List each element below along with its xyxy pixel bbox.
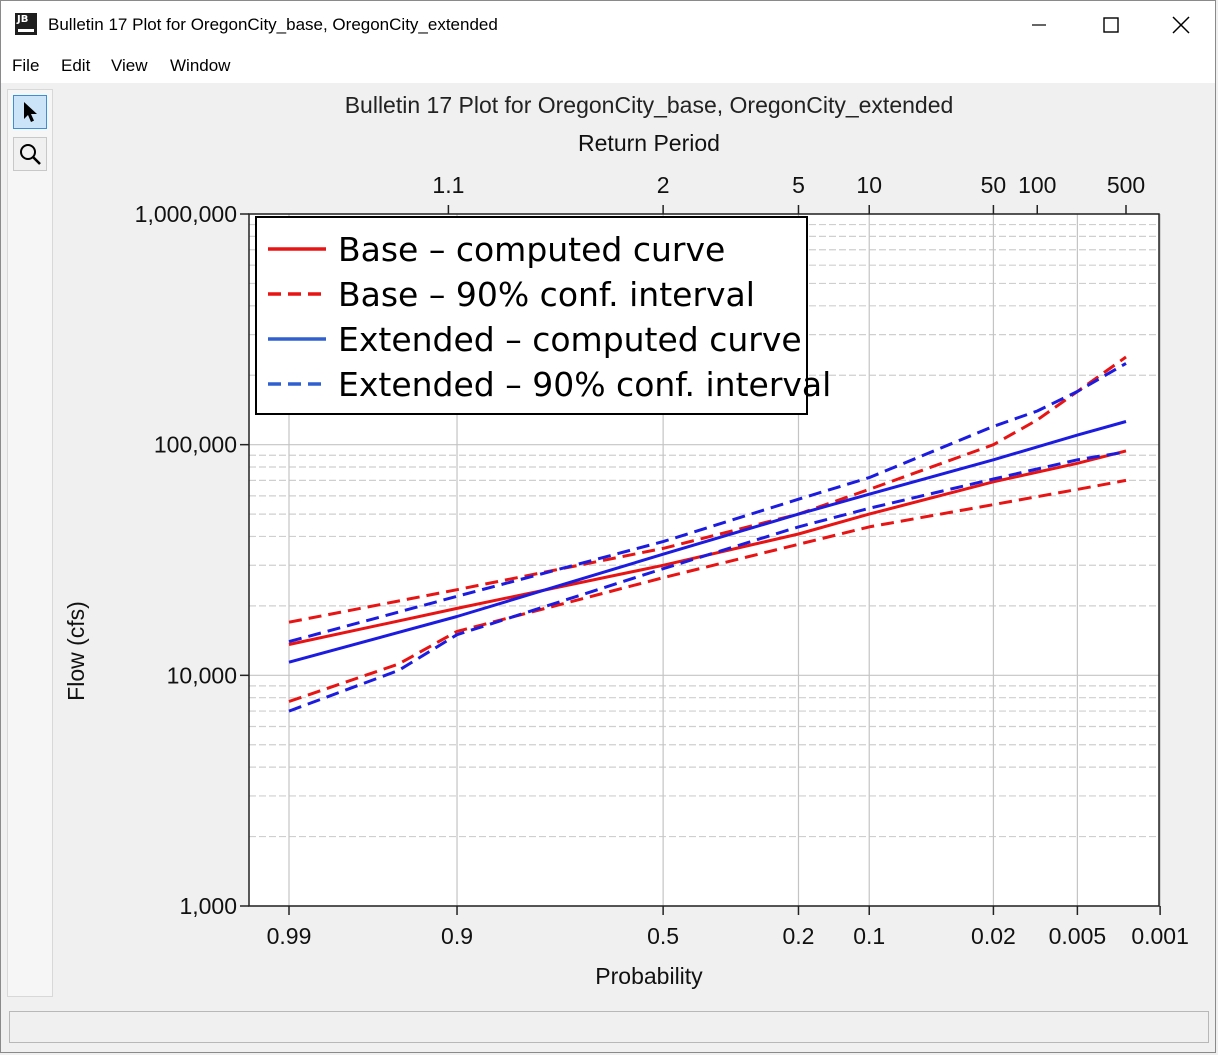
top-tick-label: 1.1 [432,172,464,198]
zoom-tool-button[interactable] [13,137,47,171]
top-tick-label: 100 [1018,172,1056,198]
plot-frame [248,213,1160,907]
legend: Base – computed curve Base – 90% conf. in… [255,216,831,415]
series-line-base-90-conf-interval-lower [288,478,1127,703]
y-tick-label: 1,000,000 [135,201,237,227]
x-tick-label: 0.001 [1131,923,1189,949]
close-icon [1172,16,1190,34]
menu-file[interactable]: File [12,56,40,75]
chart-title: Bulletin 17 Plot for OregonCity_base, Or… [345,92,954,118]
series-line-extended-computed-curve [288,420,1127,664]
pointer-icon [24,102,37,122]
y-tick-label: 1,000 [179,893,237,919]
status-bar [9,1011,1209,1043]
series-line-extended-90-conf-interval [288,362,1127,644]
maximize-icon [1103,17,1119,33]
top-tick-label: 5 [792,172,805,198]
series-line-base-computed-curve [288,449,1127,646]
series-group [288,355,1127,713]
menu-view[interactable]: View [111,56,148,75]
axes: 1,000 10,000 100,000 1,000,000 0.99 0.9 0.5 0.2… [135,172,1189,949]
minimize-button[interactable] [1003,1,1075,49]
menu-edit[interactable]: Edit [61,56,91,75]
top-tick-label: 2 [657,172,670,198]
x-tick-label: 0.1 [853,923,885,949]
x-tick-label: 0.02 [971,923,1016,949]
top-axis-title: Return Period [578,130,720,156]
tool-palette [7,89,53,997]
legend-label: Base – computed curve [338,230,725,269]
pointer-tool-button[interactable] [13,95,47,129]
zoom-icon [20,144,41,165]
series-line-extended-90-conf-interval-lower [288,450,1127,713]
legend-label: Extended – computed curve [338,320,802,359]
window-title: Bulletin 17 Plot for OregonCity_base, Or… [48,15,498,34]
menu-bar: File Edit View Window [1,49,1215,83]
x-axis-title: Probability [595,963,703,989]
chart-panel[interactable]: Bulletin 17 Plot for OregonCity_base, Or… [55,85,1215,1001]
y-tick-label: 100,000 [154,432,237,458]
series-line-base-90-conf-interval [288,355,1127,624]
top-tick-label: 10 [856,172,882,198]
minimize-icon [1032,24,1046,26]
menu-window[interactable]: Window [170,56,231,75]
x-tick-label: 0.99 [267,923,312,949]
y-tick-label: 10,000 [167,662,237,688]
y-axis-title: Flow (cfs) [63,601,89,701]
top-tick-label: 500 [1107,172,1145,198]
x-tick-label: 0.9 [441,923,473,949]
x-tick-label: 0.005 [1049,923,1107,949]
legend-label: Extended – 90% conf. interval [338,365,831,404]
maximize-button[interactable] [1075,1,1147,49]
legend-box [255,216,808,415]
legend-label: Base – 90% conf. interval [338,275,755,314]
app-icon: JB [15,13,37,35]
close-button[interactable] [1145,1,1217,49]
frequency-chart[interactable]: Bulletin 17 Plot for OregonCity_base, Or… [55,85,1215,1001]
top-tick-label: 50 [981,172,1007,198]
x-tick-label: 0.5 [647,923,679,949]
title-bar[interactable]: JB Bulletin 17 Plot for OregonCity_base,… [1,1,1215,49]
x-tick-label: 0.2 [782,923,814,949]
